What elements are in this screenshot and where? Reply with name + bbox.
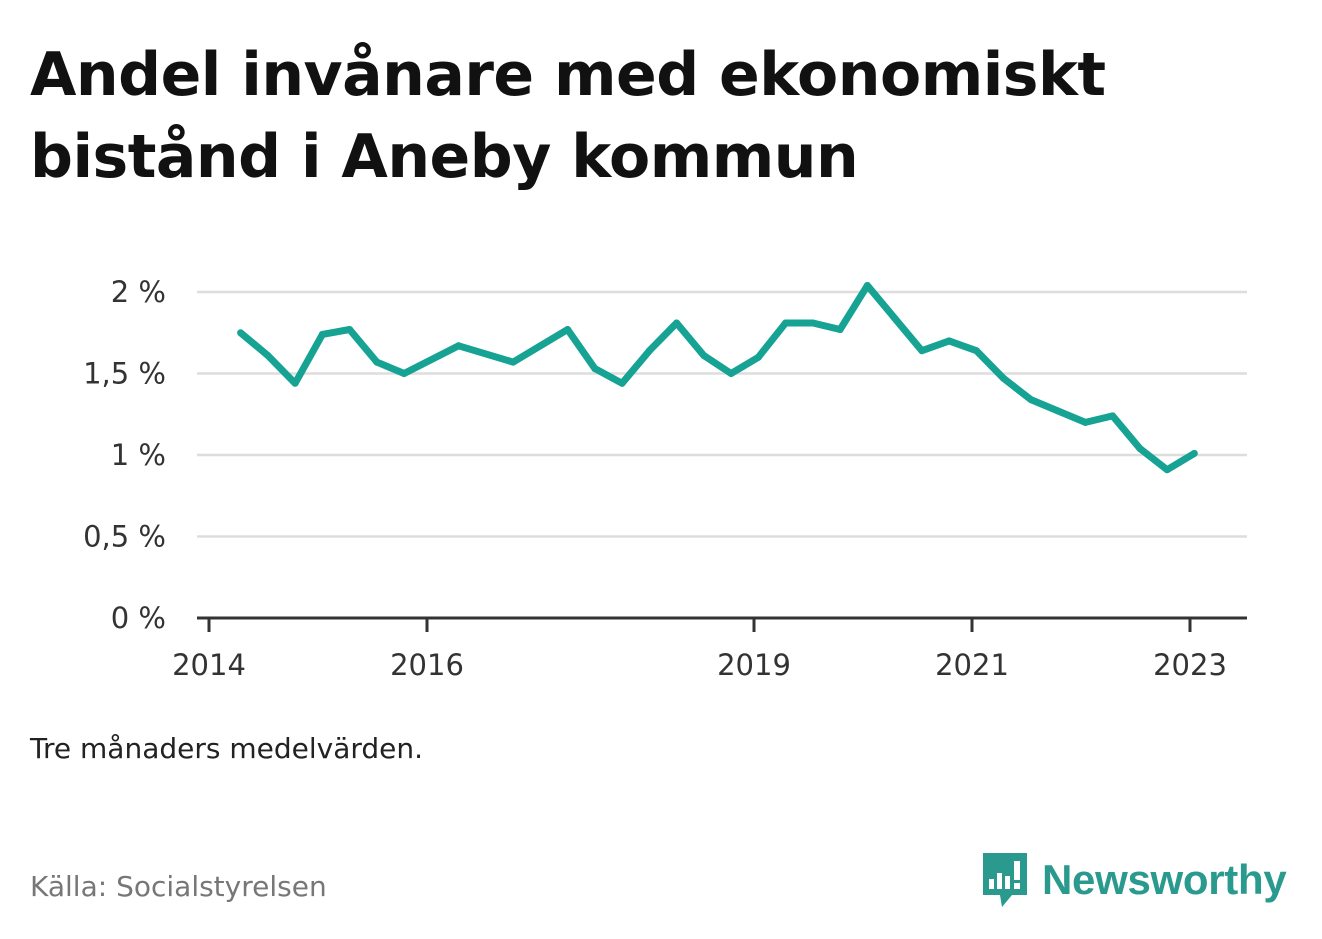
- x-tick-label: 2019: [717, 648, 791, 682]
- data-point: [1054, 407, 1062, 415]
- data-point: [373, 358, 381, 366]
- data-point: [291, 379, 299, 387]
- data-point: [972, 347, 980, 355]
- y-axis-ticks: 0 % 0,5 % 1 % 1,5 % 2 %: [83, 275, 166, 635]
- data-point: [1081, 418, 1089, 426]
- data-point: [782, 319, 790, 327]
- chart-note: Tre månaders medelvärden.: [30, 732, 424, 765]
- gridlines: [197, 290, 1247, 538]
- newsworthy-logo: Newsworthy: [980, 848, 1287, 912]
- data-point: [509, 358, 517, 366]
- data-point: [1109, 412, 1117, 420]
- x-tick-label: 2021: [935, 648, 1009, 682]
- x-tick-label: 2016: [390, 648, 464, 682]
- data-point: [455, 342, 463, 350]
- data-point: [727, 370, 735, 377]
- data-point: [1027, 396, 1035, 404]
- data-point: [945, 337, 953, 345]
- data-point: [891, 314, 899, 322]
- brand-name: Newsworthy: [1042, 856, 1287, 903]
- data-point: [400, 370, 408, 377]
- data-point: [700, 352, 708, 360]
- data-point: [918, 347, 926, 355]
- series-line: [238, 282, 1197, 474]
- data-point: [836, 325, 844, 333]
- data-point: [809, 319, 817, 327]
- y-tick-label: 0,5 %: [83, 520, 166, 554]
- y-tick-label: 1,5 %: [83, 357, 166, 391]
- source-credit: Källa: Socialstyrelsen: [30, 870, 327, 903]
- data-point: [346, 325, 354, 333]
- chart-title: Andel invånare med ekonomiskt bistånd i …: [30, 40, 1106, 192]
- data-point: [1190, 449, 1198, 457]
- data-point: [264, 352, 272, 360]
- data-point: [564, 325, 572, 333]
- data-point: [618, 379, 626, 387]
- series-layer: [237, 281, 1198, 474]
- x-tick-label: 2014: [172, 648, 246, 682]
- y-tick-label: 1 %: [111, 438, 166, 472]
- data-point: [591, 365, 599, 373]
- data-point: [318, 330, 326, 338]
- data-point: [673, 319, 681, 327]
- data-point: [863, 281, 871, 289]
- x-tick-label: 2023: [1153, 648, 1227, 682]
- newsworthy-logo-icon: [983, 853, 1027, 907]
- data-point: [1136, 444, 1144, 452]
- data-point: [645, 347, 653, 355]
- line-chart: 0 % 0,5 % 1 % 1,5 % 2 % 2014 2016 2019 2021 2023: [83, 275, 1247, 682]
- data-point: [1000, 374, 1008, 382]
- y-tick-label: 2 %: [111, 275, 166, 309]
- data-point: [754, 353, 762, 361]
- x-axis-ticks: 2014 2016 2019 2021 2023: [172, 618, 1227, 682]
- data-point: [1163, 466, 1171, 474]
- y-tick-label: 0 %: [111, 601, 166, 635]
- data-point: [237, 329, 245, 337]
